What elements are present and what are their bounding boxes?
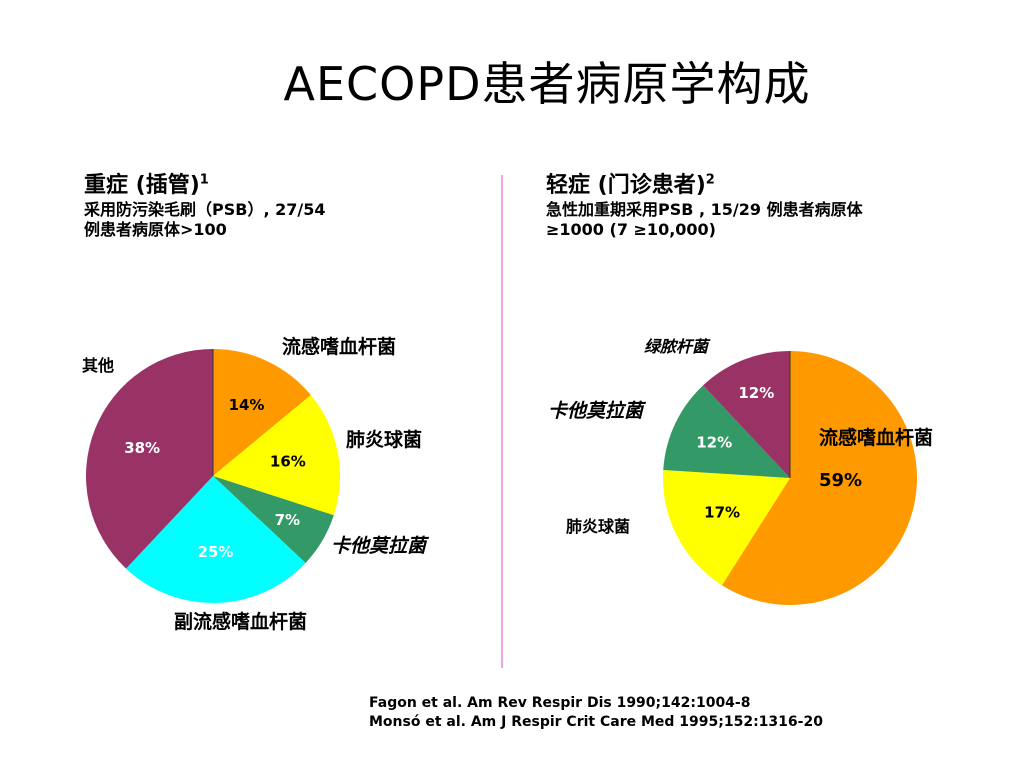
reference-1: Fagon et al. Am Rev Respir Dis 1990;142:…: [369, 695, 751, 711]
pie-slice: [663, 470, 790, 586]
pie-chart-severe: 14% 流感嗜血杆菌 16% 肺炎球菌 7% 卡他莫拉菌 25% 副流感嗜血杆菌 38% 其他: [82, 335, 430, 633]
pie-value-label: 59%: [819, 470, 862, 491]
pie-value-label: 14%: [229, 396, 265, 414]
pie-slice: [663, 385, 790, 478]
pie-category-label: 肺炎球菌: [346, 428, 422, 451]
reference-2: Monsó et al. Am J Respir Crit Care Med 1…: [369, 714, 823, 730]
pie-category-label: 其他: [82, 356, 114, 375]
pie-category-label: 肺炎球菌: [566, 517, 630, 536]
left-panel-desc-1: 采用防污染毛刷（PSB）, 27/54: [84, 199, 326, 219]
pie-category-label: 卡他莫拉菌: [331, 535, 430, 557]
right-panel-desc-1: 急性加重期采用PSB , 15/29 例患者病原体: [546, 199, 863, 219]
right-panel-desc-2: ≥1000 (7 ≥10,000): [546, 219, 716, 239]
pie-category-label: 绿脓杆菌: [644, 337, 711, 356]
pie-category-label: 流感嗜血杆菌: [282, 335, 396, 358]
right-panel-header: 轻症 (门诊患者)2 急性加重期采用PSB , 15/29 例患者病原体 ≥10…: [546, 172, 966, 240]
panel-divider: [501, 175, 503, 668]
pie-value-label: 38%: [124, 439, 160, 457]
pie-value-label: 16%: [270, 453, 306, 471]
pie-slice: [213, 395, 341, 516]
right-panel-heading-sup: 2: [705, 172, 715, 188]
pie-value-label: 12%: [738, 384, 774, 402]
pie-chart-mild: 59% 流感嗜血杆菌 17% 肺炎球菌 12% 卡他莫拉菌 12% 绿脓杆菌: [548, 337, 933, 605]
pie-slice: [85, 349, 213, 569]
references: Fagon et al. Am Rev Respir Dis 1990;142:…: [369, 694, 823, 732]
left-panel-desc-2: 例患者病原体>100: [84, 219, 227, 239]
pie-value-label: 7%: [275, 511, 300, 529]
pie-category-label: 卡他莫拉菌: [548, 400, 647, 422]
left-panel-header: 重症 (插管)1 采用防污染毛刷（PSB）, 27/54 例患者病原体>100: [84, 172, 444, 240]
pie-slice: [721, 351, 917, 605]
left-panel-heading: 重症 (插管): [84, 173, 200, 198]
pie-slice: [126, 476, 306, 603]
pie-slice: [213, 476, 334, 563]
pie-value-label: 17%: [704, 504, 740, 522]
pie-category-label: 副流感嗜血杆菌: [174, 610, 307, 633]
left-panel-heading-sup: 1: [199, 172, 209, 188]
pie-slice: [213, 349, 311, 476]
pie-slice: [703, 351, 790, 478]
page-title: AECOPD患者病原学构成: [283, 57, 811, 111]
pie-value-label: 25%: [197, 543, 233, 561]
right-panel-heading: 轻症 (门诊患者): [546, 173, 706, 198]
pie-value-label: 12%: [696, 433, 732, 451]
pie-category-label: 流感嗜血杆菌: [819, 426, 933, 449]
